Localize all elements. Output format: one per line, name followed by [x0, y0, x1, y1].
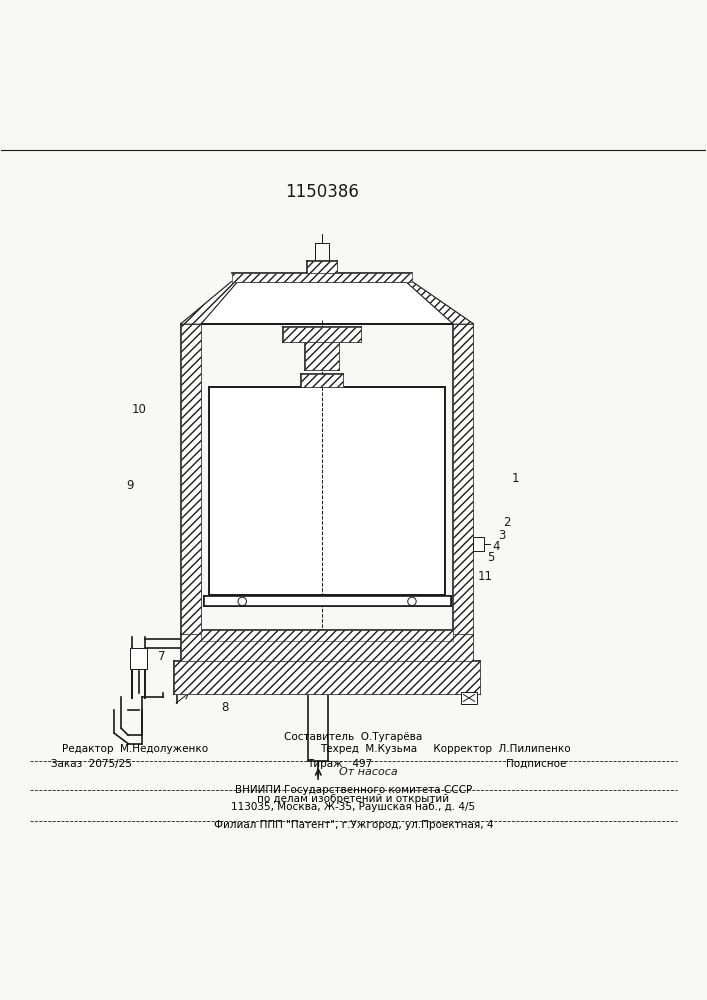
- Text: 1150386: 1150386: [285, 183, 358, 201]
- Bar: [209, 387, 445, 595]
- Bar: [300, 374, 343, 387]
- Bar: [461, 692, 477, 704]
- Text: Редактор  М.Недолуженко: Редактор М.Недолуженко: [62, 744, 209, 754]
- Text: 7: 7: [158, 650, 165, 663]
- Text: 10: 10: [132, 403, 146, 416]
- Text: 3: 3: [498, 529, 505, 542]
- Polygon shape: [181, 282, 238, 324]
- Bar: [181, 634, 473, 661]
- Text: по делам изобретений и открытий: по делам изобретений и открытий: [257, 794, 450, 804]
- Bar: [181, 324, 201, 634]
- Text: 4: 4: [493, 540, 501, 553]
- Bar: [283, 327, 361, 342]
- Bar: [174, 661, 480, 694]
- Bar: [130, 648, 147, 669]
- Text: 2: 2: [503, 516, 510, 529]
- Text: 6: 6: [371, 664, 378, 677]
- Text: 5: 5: [487, 551, 494, 564]
- Text: 9: 9: [126, 479, 134, 492]
- Bar: [232, 273, 412, 282]
- Text: Тираж   497: Тираж 497: [307, 759, 372, 769]
- Polygon shape: [407, 282, 473, 324]
- Bar: [110, 183, 579, 739]
- Text: 11: 11: [478, 570, 493, 583]
- Text: 8: 8: [221, 701, 229, 714]
- Text: От насоса: От насоса: [339, 767, 398, 777]
- Bar: [473, 537, 484, 551]
- Text: ВНИИПИ Государственного комитета СССР: ВНИИПИ Государственного комитета СССР: [235, 785, 472, 795]
- Bar: [307, 261, 337, 273]
- Bar: [204, 596, 450, 606]
- Text: Заказ  2075/25: Заказ 2075/25: [51, 759, 132, 769]
- Bar: [305, 342, 339, 370]
- Text: Техред  М.Кузьма     Корректор  Л.Пилипенко: Техред М.Кузьма Корректор Л.Пилипенко: [320, 744, 571, 754]
- Bar: [201, 630, 453, 641]
- Text: 1: 1: [512, 472, 519, 485]
- Text: Составитель  О.Тугарёва: Составитель О.Тугарёва: [284, 732, 423, 742]
- Bar: [453, 324, 473, 634]
- Text: 113035, Москва, Ж-35, Раушская наб., д. 4/5: 113035, Москва, Ж-35, Раушская наб., д. …: [231, 802, 476, 812]
- Text: Подписное: Подписное: [506, 759, 567, 769]
- Polygon shape: [181, 282, 473, 324]
- Text: Филиал ППП "Патент", г.Ужгород, ул.Проектная, 4: Филиал ППП "Патент", г.Ужгород, ул.Проек…: [214, 820, 493, 830]
